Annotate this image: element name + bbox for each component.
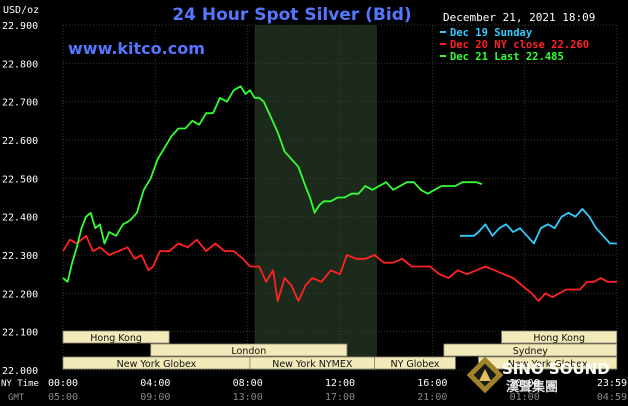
unit-label: USD/oz bbox=[3, 5, 39, 16]
legend-label: Dec 21 Last 22.485 bbox=[450, 51, 564, 63]
x-tick-label: 04:00 bbox=[140, 378, 170, 389]
session-bar: New York Globex bbox=[478, 356, 618, 370]
gmt-tick-label: 13:00 bbox=[233, 392, 263, 403]
x-tick-label: 23:59 bbox=[597, 378, 627, 389]
night-shade-band bbox=[254, 25, 377, 370]
x-tick-label: 20:00 bbox=[510, 378, 540, 389]
gmt-tick-label: 04:59 bbox=[597, 392, 627, 403]
session-label: Hong Kong bbox=[90, 333, 142, 344]
gmt-tick-label: 05:00 bbox=[48, 392, 78, 403]
ny-time-row-label: NY Time bbox=[1, 379, 39, 389]
y-tick-label: 22.300 bbox=[2, 251, 38, 262]
y-tick-labels: 22.900 22.800 22.700 22.600 22.500 22.400 22.3… bbox=[2, 21, 38, 377]
session-bars: Hong Kong London New York Globex New York N… bbox=[62, 330, 618, 370]
session-bar: New York Globex bbox=[62, 356, 251, 370]
legend-label: Dec 20 NY close 22.260 bbox=[450, 39, 589, 51]
legend-label: Dec 19 Sunday bbox=[450, 27, 533, 39]
gmt-tick-label: 01:00 bbox=[510, 392, 540, 403]
legend-item: Dec 21 Last 22.485 bbox=[440, 51, 564, 63]
chart-title: 24 Hour Spot Silver (Bid) bbox=[172, 5, 411, 25]
watermark-chinese: 漢聲集團 bbox=[506, 379, 558, 395]
session-bar: Hong Kong bbox=[501, 330, 618, 344]
y-tick-label: 22.600 bbox=[2, 136, 38, 147]
series-lines bbox=[62, 85, 617, 302]
y-tick-label: 22.500 bbox=[2, 174, 38, 185]
gmt-tick-label: 17:00 bbox=[325, 392, 355, 403]
legend-item: Dec 20 NY close 22.260 bbox=[440, 39, 589, 51]
session-bar: Sydney bbox=[443, 343, 618, 357]
session-label: New York Globex bbox=[117, 359, 197, 370]
series-line bbox=[62, 234, 617, 302]
x-tick-label: 00:00 bbox=[48, 378, 78, 389]
y-tick-label: 22.700 bbox=[2, 98, 38, 109]
y-tick-label: 22.400 bbox=[2, 213, 38, 224]
y-tick-label: 22.900 bbox=[2, 21, 38, 32]
gmt-row-label: GMT bbox=[8, 393, 25, 403]
y-tick-label: 22.200 bbox=[2, 289, 38, 300]
session-label: Sydney bbox=[513, 346, 549, 357]
x-tick-label: 16:00 bbox=[417, 378, 447, 389]
x-tick-label: 12:00 bbox=[325, 378, 355, 389]
grid-lines bbox=[62, 24, 618, 371]
session-bar: NY Globex bbox=[374, 356, 456, 370]
legend-item: Dec 19 Sunday bbox=[440, 27, 533, 39]
x-axis-labels: 00:00 05:00 04:00 09:00 08:00 13:00 12:00 17:00… bbox=[48, 378, 627, 403]
series-line bbox=[460, 208, 617, 245]
gmt-tick-label: 21:00 bbox=[417, 392, 447, 403]
session-bar: London bbox=[150, 343, 348, 357]
y-tick-label: 22.100 bbox=[2, 328, 38, 339]
timestamp-label: December 21, 2021 18:09 bbox=[443, 11, 595, 24]
x-tick-label: 08:00 bbox=[233, 378, 263, 389]
session-label: Hong Kong bbox=[533, 333, 585, 344]
session-label: New York Globex bbox=[508, 359, 588, 370]
sinosound-watermark: SINO SOUND 漢聲集團 bbox=[466, 356, 610, 395]
session-label: NY Globex bbox=[390, 359, 439, 370]
session-label: London bbox=[231, 346, 266, 357]
session-bar: Hong Kong bbox=[62, 330, 170, 344]
sinosound-logo-icon bbox=[466, 356, 504, 394]
series-line bbox=[62, 85, 483, 283]
website-label: www.kitco.com bbox=[68, 39, 205, 58]
y-tick-label: 22.800 bbox=[2, 59, 38, 70]
y-tick-label: 22.000 bbox=[2, 366, 38, 377]
session-label: New York NYMEX bbox=[272, 359, 353, 370]
watermark-brand: SINO SOUND bbox=[502, 360, 610, 378]
session-bar: New York NYMEX bbox=[249, 356, 376, 370]
gmt-tick-label: 09:00 bbox=[140, 392, 170, 403]
